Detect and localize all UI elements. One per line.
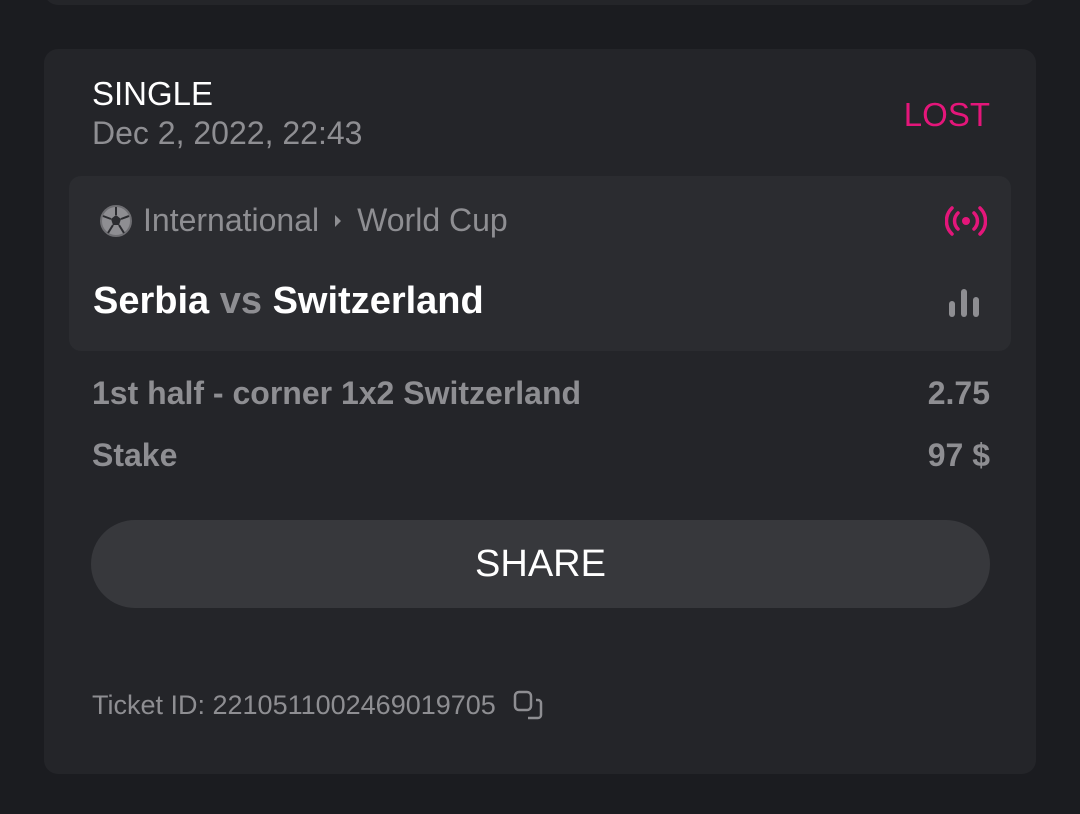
home-team: Serbia <box>93 280 210 322</box>
stake-row: Stake 97 $ <box>92 437 990 474</box>
ticket-id: Ticket ID: 2210511002469019705 <box>92 689 544 721</box>
match-teams: Serbia vs Switzerland <box>93 280 484 323</box>
away-team: Switzerland <box>272 280 484 322</box>
bar-chart-icon[interactable] <box>947 287 981 319</box>
broadcast-icon[interactable] <box>945 204 987 238</box>
copy-icon[interactable] <box>512 689 544 721</box>
stake-label: Stake <box>92 437 178 473</box>
ticket-id-label: Ticket ID: 2210511002469019705 <box>92 689 496 720</box>
soccer-ball-icon <box>100 204 132 237</box>
match-box[interactable]: International World Cup Serbia vs Switze… <box>69 176 1011 351</box>
league-label: World Cup <box>357 202 508 238</box>
share-button[interactable]: SHARE <box>91 520 990 608</box>
vs-label: vs <box>219 280 263 322</box>
stake-value: 97 $ <box>927 437 990 473</box>
status-badge: LOST <box>903 96 990 133</box>
chevron-right-icon <box>335 214 342 227</box>
bet-card: SINGLE Dec 2, 2022, 22:43 LOST Internati… <box>44 49 1036 774</box>
bet-type: SINGLE <box>92 75 214 112</box>
selection-row: 1st half - corner 1x2 Switzerland 2.75 <box>92 375 990 412</box>
bet-date: Dec 2, 2022, 22:43 <box>92 115 363 151</box>
category-label: International <box>143 202 320 238</box>
odds-value: 2.75 <box>927 375 990 411</box>
previous-card <box>44 0 1036 5</box>
market-label: 1st half - corner 1x2 Switzerland <box>92 375 582 411</box>
breadcrumb: International World Cup <box>99 202 508 239</box>
